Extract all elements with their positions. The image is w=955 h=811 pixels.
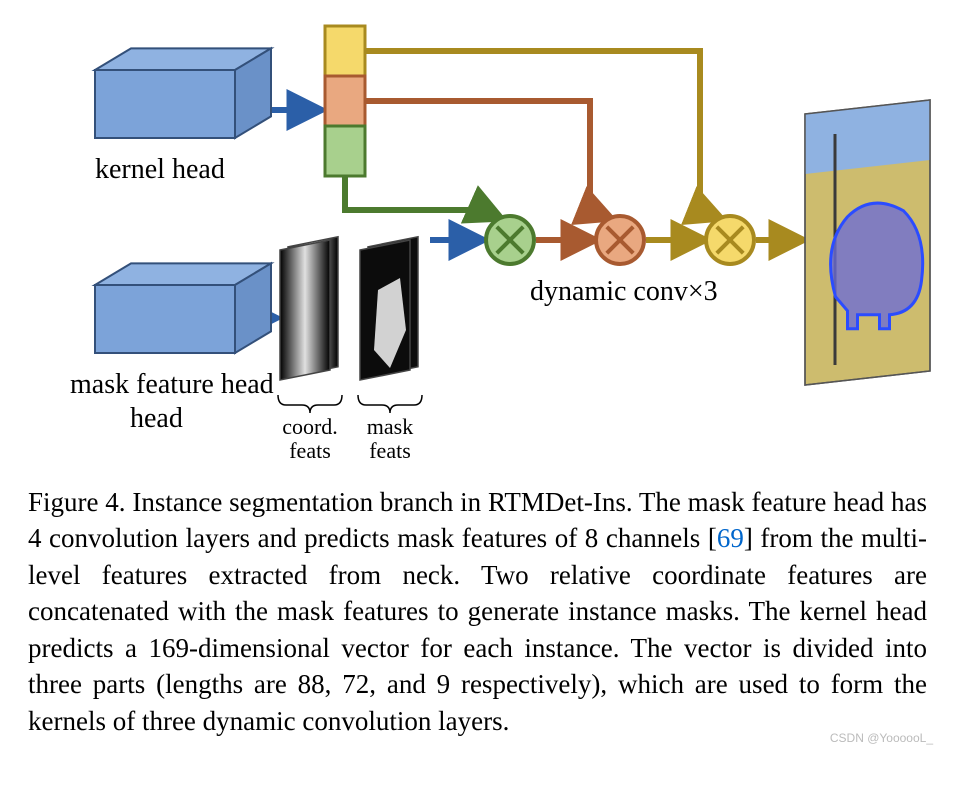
mask-brace <box>358 395 422 413</box>
dynamic-conv-label: dynamic conv×3 <box>530 276 718 307</box>
mask-feats-label: mask <box>367 414 413 439</box>
output-image <box>805 100 930 385</box>
kernel-head-label: kernel head <box>95 154 225 185</box>
dynamic-conv-nodes <box>486 216 754 264</box>
watermark: CSDN @YoooooL_ <box>830 731 933 745</box>
mask-head-label: mask feature head <box>70 369 274 400</box>
diagram-svg: kernel head mask feature head head coord… <box>0 0 955 480</box>
mask-feats-panels <box>360 237 418 380</box>
diagram: kernel head mask feature head head coord… <box>0 0 955 480</box>
caption-body-2: ] from the multi-level features extracte… <box>28 523 927 735</box>
mask-feats-label-2: feats <box>369 438 411 463</box>
coord-brace <box>278 395 342 413</box>
mask-head-cube <box>95 263 271 353</box>
coord-feats-panels <box>280 237 338 380</box>
coord-feats-label: coord. <box>282 414 338 439</box>
coord-feats-label-2: feats <box>289 438 331 463</box>
figure-caption: Figure 4. Instance segmentation branch i… <box>0 480 955 759</box>
caption-ref: 69 <box>717 523 744 553</box>
mask-head-label-2: head <box>130 403 183 434</box>
kernel-vector-stack <box>325 26 365 176</box>
kernel-head-cube <box>95 48 271 138</box>
caption-prefix: Figure 4. <box>28 487 132 517</box>
